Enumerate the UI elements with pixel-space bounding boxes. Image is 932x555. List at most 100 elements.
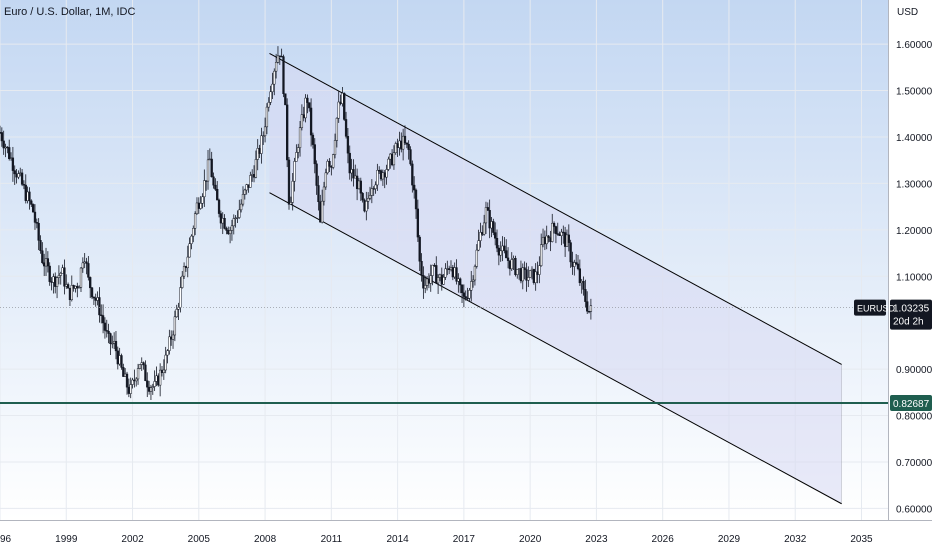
candle-body[interactable] — [297, 147, 300, 153]
candle-body[interactable] — [182, 266, 186, 277]
candle-body[interactable] — [55, 277, 59, 287]
candle-body[interactable] — [407, 143, 410, 150]
candle-body[interactable] — [403, 135, 407, 144]
candle-body[interactable] — [481, 232, 484, 235]
candle-body[interactable] — [322, 186, 326, 202]
candle-body[interactable] — [166, 350, 169, 356]
candle-body[interactable] — [438, 274, 442, 278]
candle-body[interactable] — [379, 170, 383, 180]
candle-body[interactable] — [357, 180, 361, 190]
candle-body[interactable] — [510, 259, 513, 270]
candle-body[interactable] — [383, 172, 386, 178]
candle-body[interactable] — [466, 297, 469, 300]
candle-body[interactable] — [59, 273, 62, 276]
candle-body[interactable] — [190, 235, 193, 244]
candle-body[interactable] — [173, 316, 177, 336]
candle-body[interactable] — [576, 263, 580, 269]
candle-body[interactable] — [205, 180, 208, 182]
candle-body[interactable] — [17, 173, 20, 178]
candle-body[interactable] — [223, 218, 226, 229]
candle-body[interactable] — [578, 268, 582, 284]
candle-body[interactable] — [76, 285, 79, 289]
candle-body[interactable] — [455, 267, 458, 282]
candle-body[interactable] — [385, 169, 388, 178]
candle-body[interactable] — [153, 381, 156, 387]
candle-body[interactable] — [560, 231, 563, 236]
candle-body[interactable] — [147, 386, 151, 392]
candle-body[interactable] — [210, 158, 213, 178]
candle-body[interactable] — [30, 200, 33, 205]
candle-body[interactable] — [389, 153, 392, 160]
candle-body[interactable] — [341, 92, 344, 104]
candle-body[interactable] — [81, 262, 84, 269]
candle-body[interactable] — [146, 380, 149, 388]
candle-body[interactable] — [68, 287, 72, 301]
candle-body[interactable] — [105, 330, 108, 332]
candle-body[interactable] — [11, 157, 15, 171]
candle-body[interactable] — [124, 373, 127, 377]
candle-body[interactable] — [309, 107, 313, 136]
candle-body[interactable] — [225, 228, 228, 231]
candle-body[interactable] — [79, 267, 83, 288]
candle-body[interactable] — [545, 235, 548, 245]
candle-body[interactable] — [22, 184, 26, 186]
candle-body[interactable] — [20, 172, 24, 185]
candle-body[interactable] — [508, 260, 512, 270]
candle-body[interactable] — [262, 135, 265, 137]
candle-body[interactable] — [569, 242, 572, 263]
candle-body[interactable] — [488, 210, 491, 229]
candle-body[interactable] — [471, 279, 475, 282]
candle-body[interactable] — [142, 362, 145, 366]
candle-body[interactable] — [127, 386, 131, 394]
candle-body[interactable] — [85, 261, 88, 264]
candle-body[interactable] — [170, 336, 173, 340]
candle-body[interactable] — [427, 278, 431, 284]
candle-body[interactable] — [484, 207, 488, 224]
candle-body[interactable] — [168, 336, 171, 351]
candle-body[interactable] — [158, 369, 162, 386]
candle-body[interactable] — [66, 284, 70, 289]
candle-body[interactable] — [179, 287, 182, 308]
candle-body[interactable] — [216, 189, 219, 201]
time-axis-panel[interactable] — [0, 520, 932, 550]
candle-body[interactable] — [112, 341, 116, 344]
candle-body[interactable] — [411, 163, 414, 186]
candle-body[interactable] — [37, 222, 40, 241]
candle-body[interactable] — [118, 355, 121, 365]
candle-body[interactable] — [573, 262, 576, 267]
candle-body[interactable] — [562, 231, 565, 234]
candle-body[interactable] — [361, 192, 364, 201]
candle-body[interactable] — [473, 266, 477, 281]
candle-body[interactable] — [4, 146, 7, 149]
candle-body[interactable] — [227, 230, 230, 235]
candle-body[interactable] — [486, 207, 489, 211]
candle-body[interactable] — [540, 244, 543, 266]
candle-body[interactable] — [538, 265, 541, 275]
candle-body[interactable] — [70, 285, 73, 301]
candle-body[interactable] — [541, 236, 545, 245]
candle-body[interactable] — [352, 169, 355, 179]
candle-body[interactable] — [271, 83, 274, 93]
candle-body[interactable] — [453, 267, 456, 278]
candle-body[interactable] — [300, 114, 304, 128]
candle-body[interactable] — [74, 285, 77, 289]
candle-body[interactable] — [35, 222, 38, 224]
candle-body[interactable] — [239, 203, 243, 211]
candle-body[interactable] — [43, 262, 46, 267]
candle-body[interactable] — [567, 234, 570, 243]
candle-body[interactable] — [554, 226, 558, 234]
candle-body[interactable] — [365, 201, 368, 212]
candle-body[interactable] — [234, 217, 237, 220]
candle-body[interactable] — [72, 285, 75, 289]
candle-body[interactable] — [457, 278, 460, 282]
candle-body[interactable] — [396, 143, 399, 148]
candle-body[interactable] — [276, 55, 280, 63]
candle-body[interactable] — [33, 211, 37, 223]
candle-body[interactable] — [462, 292, 466, 297]
candle-body[interactable] — [101, 315, 105, 324]
candle-body[interactable] — [482, 222, 486, 235]
candle-body[interactable] — [157, 375, 160, 386]
